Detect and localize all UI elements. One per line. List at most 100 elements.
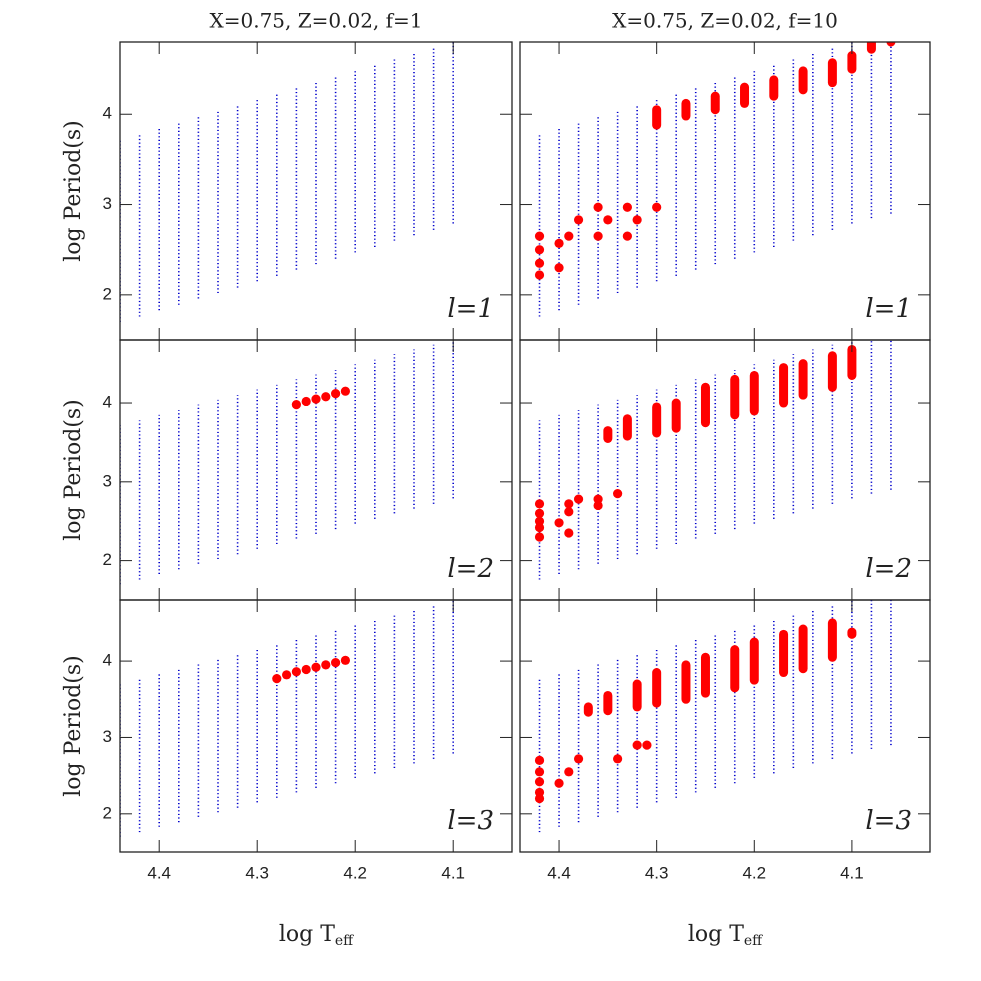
panel: 4.4 4.3 4.2 4.1 2 3 4 log Period(s) log Teff l=3: [61, 599, 513, 949]
unstable-point: [632, 215, 642, 225]
unstable-point: [593, 231, 603, 241]
x-tick-label: 4.4: [547, 863, 571, 882]
unstable-point: [554, 518, 564, 528]
unstable-point: [613, 489, 623, 499]
unstable-point: [534, 516, 545, 526]
panel-frame: [119, 599, 513, 853]
y-tick-label: 3: [103, 727, 112, 746]
unstable-point: [282, 670, 292, 680]
unstable-point: [311, 662, 321, 672]
unstable-point: [652, 202, 662, 212]
y-tick-label: 2: [103, 550, 112, 569]
x-axis-label-text: log T: [279, 922, 335, 947]
unstable-point: [331, 388, 341, 399]
unstable-point: [321, 392, 331, 402]
y-axis-label: log Period(s): [61, 120, 86, 262]
y-tick-label: 4: [103, 651, 112, 670]
unstable-point: [534, 231, 545, 241]
unstable-point: [534, 522, 545, 533]
x-axis-label: log Teff: [688, 922, 763, 949]
y-axis-label: log Period(s): [61, 655, 86, 797]
unstable-point: [291, 667, 301, 677]
unstable-point: [301, 664, 311, 675]
unstable-point: [301, 396, 311, 407]
unstable-point: [534, 270, 545, 280]
plot-area: [534, 340, 892, 580]
degree-annotation: l=3: [865, 806, 912, 836]
y-axis-label: log Period(s): [61, 399, 86, 541]
panel-title: X=0.75, Z=0.02, f=10: [612, 9, 838, 33]
y-tick-label: 4: [103, 393, 112, 412]
unstable-point: [272, 674, 282, 684]
unstable-point: [534, 755, 545, 765]
degree-annotation: l=2: [447, 554, 494, 584]
panel-frame: [519, 599, 931, 853]
unstable-point: [554, 778, 564, 788]
degree-annotation: l=3: [447, 806, 494, 836]
y-tick-label: 3: [103, 194, 112, 213]
unstable-point: [554, 263, 564, 273]
unstable-point: [534, 245, 545, 255]
unstable-point: [311, 394, 321, 404]
unstable-point: [573, 494, 584, 504]
unstable-point: [593, 202, 603, 212]
unstable-point: [593, 494, 603, 504]
panel: 4.4 4.3 4.2 4.1 log Teff l=3: [519, 599, 931, 949]
unstable-point: [534, 767, 545, 777]
unstable-point: [534, 258, 545, 268]
panel: 2 3 4 log Period(s) l=2: [61, 339, 513, 601]
unstable-point: [534, 532, 545, 542]
x-tick-label: 4.4: [147, 863, 171, 882]
unstable-point: [593, 500, 603, 511]
unstable-point: [573, 215, 584, 225]
unstable-point: [534, 499, 545, 509]
x-axis-label-subscript: eff: [744, 933, 763, 949]
x-axis-label: log Teff: [279, 922, 354, 949]
x-axis-label-subscript: eff: [335, 933, 354, 949]
plot-area: [120, 42, 455, 322]
x-tick-label: 4.2: [343, 863, 367, 882]
unstable-point: [534, 508, 545, 518]
x-tick-label: 4.1: [441, 863, 465, 882]
panel: 2 3 4 X=0.75, Z=0.02, f=1 log Period(s) l=1: [61, 9, 513, 341]
unstable-point: [340, 655, 350, 665]
unstable-point: [613, 754, 623, 764]
x-tick-label: 4.3: [245, 863, 269, 882]
plot-area: [120, 600, 455, 837]
plot-area: [120, 340, 455, 585]
degree-annotation: l=2: [865, 554, 912, 584]
degree-annotation: l=1: [865, 294, 912, 324]
unstable-point: [622, 231, 632, 241]
x-tick-label: 4.3: [645, 863, 669, 882]
unstable-point: [632, 740, 642, 750]
unstable-point: [554, 238, 564, 248]
y-tick-label: 2: [103, 284, 112, 303]
unstable-point: [622, 202, 632, 212]
unstable-point: [321, 660, 331, 670]
y-tick-label: 4: [103, 104, 112, 123]
y-tick-label: 2: [103, 803, 112, 822]
x-tick-label: 4.2: [742, 863, 766, 882]
unstable-point: [603, 215, 613, 225]
unstable-point: [564, 507, 574, 517]
y-tick-label: 3: [103, 471, 112, 490]
panel: l=2: [519, 339, 931, 601]
unstable-point: [564, 231, 574, 241]
unstable-point: [291, 400, 301, 410]
x-tick-label: 4.1: [840, 863, 864, 882]
panel-title: X=0.75, Z=0.02, f=1: [209, 9, 422, 33]
unstable-point: [642, 740, 652, 750]
unstable-point: [564, 499, 574, 509]
unstable-point: [534, 777, 545, 787]
plot-area: [534, 600, 892, 833]
unstable-point: [573, 754, 584, 764]
unstable-point: [331, 658, 341, 668]
unstable-point: [534, 793, 545, 804]
x-axis-label-text: log T: [688, 922, 744, 947]
panel: X=0.75, Z=0.02, f=10 l=1: [519, 9, 931, 341]
degree-annotation: l=1: [447, 294, 494, 324]
unstable-point: [564, 528, 574, 538]
plot-area: [534, 42, 896, 317]
unstable-point: [564, 767, 574, 777]
